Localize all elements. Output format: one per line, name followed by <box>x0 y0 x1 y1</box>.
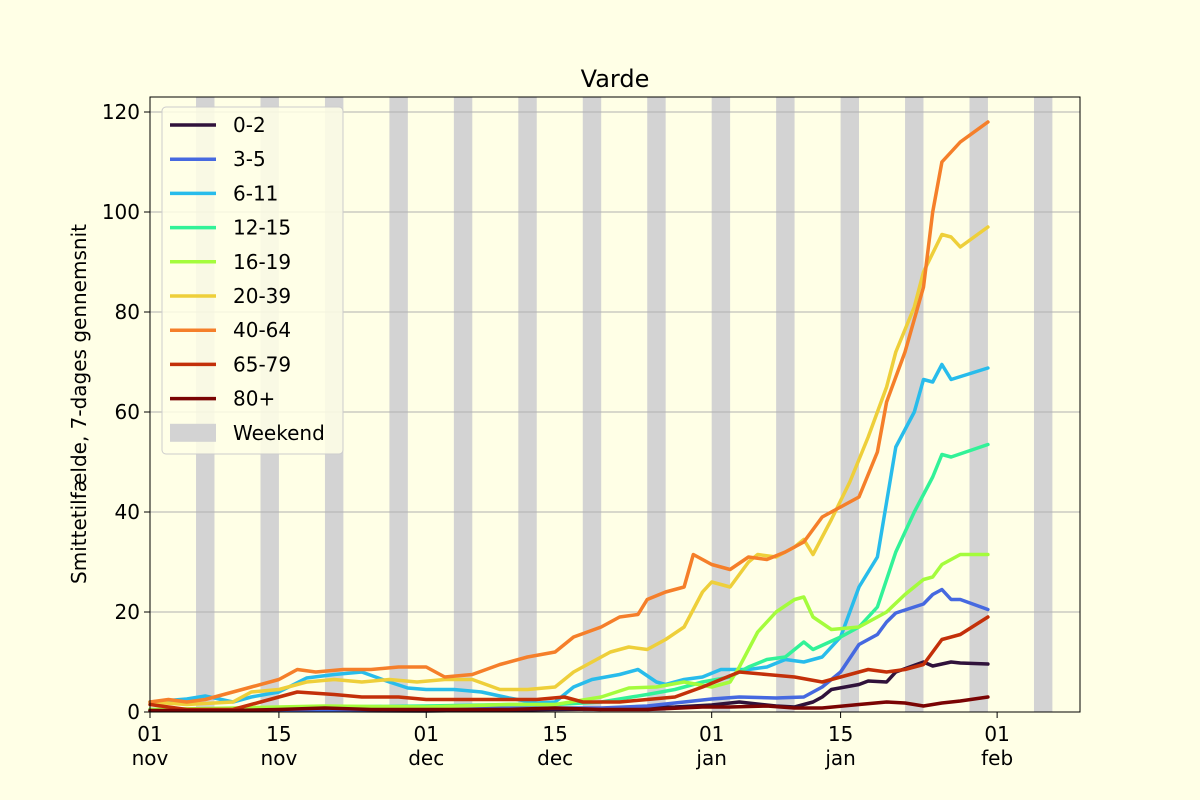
series-line-40-64 <box>148 120 990 704</box>
x-tick-label-month-0: nov <box>132 746 169 770</box>
legend-label-20-39: 20-39 <box>233 284 291 308</box>
y-tick-label-5: 100 <box>102 200 140 224</box>
weekend-band-3 <box>389 97 408 712</box>
legend: 0-2 3-5 6-11 12-15 16-19 20-39 40-64 65-79 80+ We… <box>161 106 344 455</box>
legend-label-12-15: 12-15 <box>233 216 291 240</box>
weekend-band-13 <box>1033 97 1053 712</box>
series-line-65-79 <box>148 615 990 712</box>
series-line-80+ <box>148 695 990 713</box>
y-axis: 0 20 40 60 80 100 120 <box>102 100 150 724</box>
weekend-band-9 <box>776 97 795 712</box>
y-tick-label-1: 20 <box>115 600 140 624</box>
y-tick-label-4: 80 <box>115 300 140 324</box>
series-line-6-11 <box>148 362 990 705</box>
y-tick-label-6: 120 <box>102 100 140 124</box>
legend-label-16-19: 16-19 <box>233 250 291 274</box>
y-tick-label-2: 40 <box>115 500 140 524</box>
weekend-band-8 <box>711 97 731 712</box>
legend-label-40-64: 40-64 <box>233 318 291 342</box>
weekend-band-10 <box>840 97 860 712</box>
plot-frame <box>149 96 1081 713</box>
series-lines <box>148 120 990 713</box>
weekend-band-6 <box>582 97 602 712</box>
x-tick-label-day-3: 15 <box>542 722 567 746</box>
legend-label-weekend: Weekend <box>233 421 325 445</box>
y-axis-label: Smittetilfælde, 7-dages gennemsnit <box>67 224 91 584</box>
y-tick-label-3: 60 <box>115 400 140 424</box>
weekend-band-7 <box>647 97 666 712</box>
x-tick-label-day-1: 15 <box>266 722 291 746</box>
legend-label-0-2: 0-2 <box>233 113 266 137</box>
chart-title: Varde <box>581 65 650 93</box>
x-tick-label-month-6: feb <box>981 746 1013 770</box>
weekend-band-4 <box>453 97 473 712</box>
x-tick-label-month-3: dec <box>537 746 573 770</box>
x-tick-label-day-6: 01 <box>984 722 1009 746</box>
x-tick-label-day-5: 15 <box>828 722 853 746</box>
series-line-16-19 <box>148 552 990 712</box>
x-tick-label-day-0: 01 <box>137 722 162 746</box>
x-tick-label-day-2: 01 <box>414 722 439 746</box>
x-tick-label-month-2: dec <box>408 746 444 770</box>
legend-label-6-11: 6-11 <box>233 181 278 205</box>
weekend-band-5 <box>518 97 537 712</box>
y-tick-label-0: 0 <box>127 700 140 724</box>
legend-label-3-5: 3-5 <box>233 147 266 171</box>
weekend-band-11 <box>905 97 924 712</box>
x-tick-label-month-5: jan <box>824 746 856 770</box>
legend-label-65-79: 65-79 <box>233 352 291 376</box>
x-tick-label-day-4: 01 <box>699 722 724 746</box>
series-line-20-39 <box>148 225 990 707</box>
x-tick-label-month-4: jan <box>695 746 727 770</box>
weekend-band-12 <box>969 97 988 712</box>
legend-label-80+: 80+ <box>233 387 275 411</box>
legend-swatch-weekend <box>170 423 216 442</box>
x-tick-label-month-1: nov <box>261 746 298 770</box>
